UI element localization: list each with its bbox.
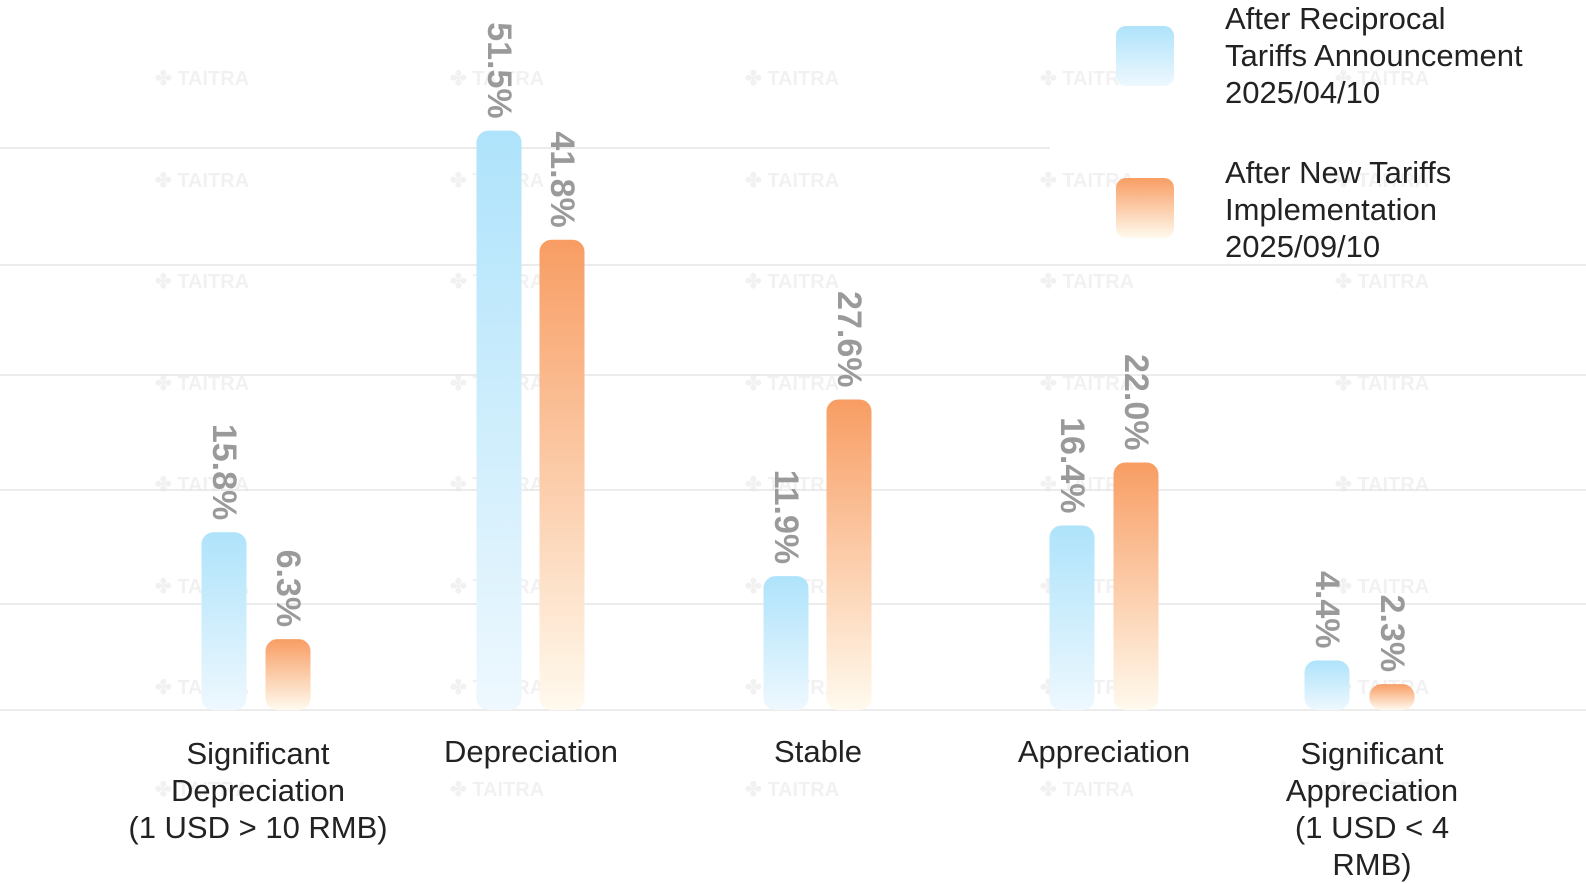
watermark: ✤ TAITRA	[155, 373, 250, 395]
watermark: ✤ TAITRA	[155, 779, 250, 801]
watermark: ✤ TAITRA	[745, 271, 840, 293]
watermark: ✤ TAITRA	[745, 170, 840, 192]
category-label: Significant Depreciation (1 USD > 10 RMB…	[128, 736, 388, 845]
legend-label-series-1: After Reciprocal Tariffs Announcement 20…	[1225, 1, 1523, 110]
category-label: Appreciation	[1017, 734, 1191, 769]
watermark: ✤ TAITRA	[1040, 373, 1135, 395]
bar-series-1-3	[1049, 525, 1095, 710]
bar-series-1-1	[476, 130, 522, 710]
data-label-series-1-0: 15.8%	[205, 424, 243, 520]
watermark: ✤ TAITRA	[450, 68, 545, 90]
watermark: ✤ TAITRA	[1335, 68, 1430, 90]
bar-series-2-0	[265, 639, 311, 710]
watermark: ✤ TAITRA	[1335, 271, 1430, 293]
data-label-series-1-3: 16.4%	[1053, 417, 1091, 513]
category-label: Significant Appreciation (1 USD < 4 RMB)	[1285, 736, 1459, 882]
watermark: ✤ TAITRA	[1335, 170, 1430, 192]
bar-chart: 15.8% 51.5% 11.9% 16.4% 4.4% 6.3% 41.8% 27.6% 22…	[0, 22, 1586, 711]
watermark: ✤ TAITRA	[745, 68, 840, 90]
bar-series-2-2	[826, 399, 872, 710]
watermark: ✤ TAITRA	[1335, 779, 1430, 801]
category-label: Stable	[774, 734, 862, 769]
watermark: ✤ TAITRA	[745, 779, 840, 801]
bar-series-1-4	[1304, 660, 1350, 710]
watermark: ✤ TAITRA	[155, 68, 250, 90]
watermark: ✤ TAITRA	[450, 779, 545, 801]
watermark: ✤ TAITRA	[1040, 170, 1135, 192]
watermark: ✤ TAITRA	[1040, 779, 1135, 801]
watermark: ✤ TAITRA	[155, 170, 250, 192]
bar-series-2-4	[1369, 684, 1415, 710]
legend-swatch-series-1	[1116, 26, 1174, 86]
data-label-series-2-2: 27.6%	[830, 291, 868, 387]
watermark: ✤ TAITRA	[1335, 373, 1430, 395]
watermark: ✤ TAITRA	[745, 373, 840, 395]
data-label-series-1-2: 11.9%	[767, 470, 805, 565]
legend-label-series-2: After New Tariffs Implementation 2025/09…	[1225, 155, 1452, 264]
watermark: ✤ TAITRA	[1040, 68, 1135, 90]
bar-series-2-1	[539, 239, 585, 710]
category-label: Depreciation	[443, 734, 619, 769]
data-label-series-2-3: 22.0%	[1117, 354, 1155, 450]
data-label-series-2-0: 6.3%	[269, 550, 307, 628]
data-label-series-2-1: 41.8%	[543, 131, 581, 227]
watermark: ✤ TAITRA	[1335, 576, 1430, 598]
watermark: ✤ TAITRA	[155, 271, 250, 293]
bar-series-1-2	[763, 576, 809, 710]
data-label-series-1-1: 51.5%	[480, 22, 518, 118]
bar-series-2-3	[1113, 462, 1159, 710]
bar-series-1-0	[201, 532, 247, 710]
data-label-series-2-4: 2.3%	[1373, 595, 1411, 673]
data-label-series-1-4: 4.4%	[1308, 571, 1346, 649]
watermark: ✤ TAITRA	[1040, 271, 1135, 293]
legend-swatch-series-2	[1116, 178, 1174, 238]
